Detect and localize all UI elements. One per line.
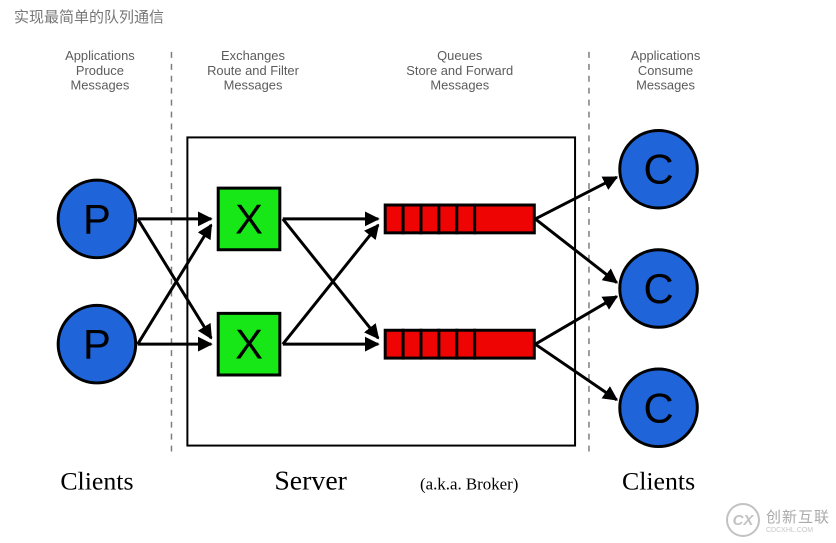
watermark-badge-icon: CX [726,503,760,537]
producer-label: P [83,195,111,242]
footer-label: Clients [60,466,133,495]
queue-cell [403,330,421,358]
page-title: 实现最简单的队列通信 [14,6,164,27]
queue-cell [385,330,403,358]
queue-cell [475,330,535,358]
exchange-label: X [235,195,263,242]
watermark: CX 创新互联 CDCXHL.COM [726,503,830,537]
queue-cell [439,205,457,233]
footer-label: Clients [622,466,695,495]
producer-label: P [83,321,111,368]
queue-cell [457,330,475,358]
watermark-sub: CDCXHL.COM [766,527,830,534]
queue-cell [457,205,475,233]
consumer-label: C [643,384,673,431]
queue-cell [475,205,535,233]
queue-cell [403,205,421,233]
watermark-text: 创新互联 [766,506,830,527]
column-header: ExchangesRoute and FilterMessages [207,48,300,93]
flow-arrow [283,219,378,338]
column-header: ApplicationsProduceMessages [65,48,135,93]
consumer-label: C [643,265,673,312]
flow-arrow [138,225,212,344]
queue-cell [421,330,439,358]
queue-cell [439,330,457,358]
flow-arrow [283,225,378,344]
column-header: ApplicationsConsumeMessages [631,48,701,93]
footer-server-label: Server [274,465,347,496]
queue-cell [385,205,403,233]
consumer-label: C [643,146,673,193]
exchange-label: X [235,321,263,368]
queue-cell [421,205,439,233]
server-box [187,137,575,445]
column-header: QueuesStore and ForwardMessages [406,48,513,93]
footer-server-sub: (a.k.a. Broker) [420,474,518,493]
architecture-diagram: ApplicationsProduceMessages ExchangesRout… [0,40,836,540]
flow-arrow [138,219,212,338]
